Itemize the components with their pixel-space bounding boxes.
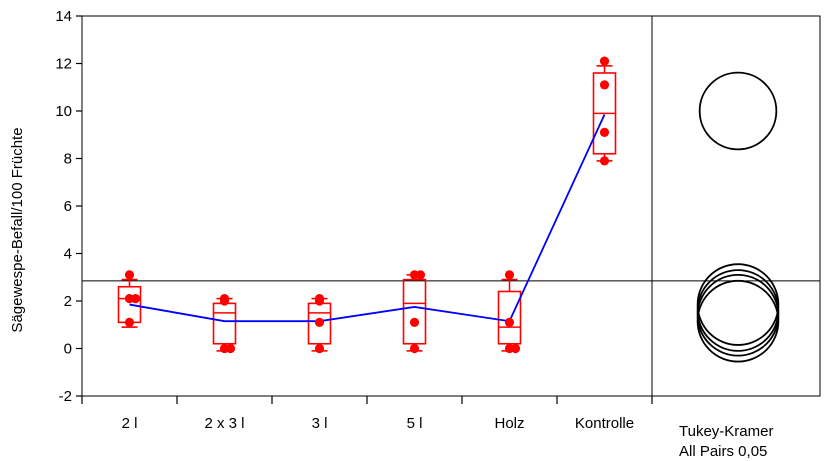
x-category-label: Kontrolle: [575, 415, 634, 432]
comparison-circle: [696, 273, 780, 357]
data-point: [314, 343, 325, 354]
x-category-label: 3 l: [312, 415, 328, 432]
test-label-line1: Tukey-Kramer: [679, 423, 773, 440]
data-point: [415, 270, 426, 280]
comparison-circle: [696, 263, 780, 346]
y-axis-title: Sägewespe-Befall/100 Früchte: [9, 127, 26, 332]
y-tick-label: 0: [64, 341, 72, 358]
y-tick-label: 2: [64, 293, 72, 310]
data-point: [124, 317, 135, 327]
comparison-circle: [696, 269, 780, 352]
data-point: [510, 343, 521, 354]
x-category-label: 2 l: [122, 415, 138, 432]
data-point: [504, 317, 515, 327]
y-tick-label: 12: [55, 56, 72, 73]
y-tick-label: -2: [59, 388, 72, 405]
data-point: [409, 317, 420, 327]
y-tick-label: 6: [64, 198, 72, 215]
box-iqr: [212, 302, 237, 345]
y-tick-label: 8: [64, 151, 72, 168]
data-point: [599, 127, 610, 137]
x-category-label: 5 l: [407, 415, 423, 432]
y-tick-label: 14: [55, 8, 72, 25]
box-iqr: [402, 278, 427, 345]
x-category-label: 2 x 3 l: [204, 415, 244, 432]
y-tick-label: 4: [64, 246, 72, 263]
data-point: [314, 296, 325, 306]
box-plots-layer: [117, 65, 617, 352]
box-plot: [402, 274, 427, 352]
box-iqr: [497, 290, 522, 345]
comparison-circles-layer: [696, 71, 780, 363]
x-category-label: Holz: [494, 415, 524, 432]
box-plot: [497, 278, 522, 352]
data-point: [314, 317, 325, 327]
data-point: [219, 296, 230, 306]
mean-line-layer: [129, 114, 606, 323]
test-label-line2: All Pairs 0,05: [679, 443, 767, 460]
data-point: [599, 80, 610, 90]
comparison-circle: [696, 279, 780, 363]
data-point: [599, 56, 610, 66]
data-point: [599, 156, 610, 166]
plot-area-border: [81, 15, 653, 397]
data-point: [130, 294, 141, 304]
data-point: [409, 343, 420, 354]
box-plot: [212, 297, 237, 352]
comparison-panel-border: [651, 15, 821, 397]
axes-layer: -2 0 2 4 6 8 10 12 14 2 l 2 x 3 l 3 l 5 l Holz Kontrol…: [55, 8, 653, 432]
data-points-layer: [124, 56, 610, 354]
data-point: [225, 343, 236, 354]
data-point: [124, 270, 135, 280]
box-plot: [592, 65, 617, 162]
data-point: [504, 270, 515, 280]
comparison-circle: [698, 71, 778, 151]
y-tick-label: 10: [55, 103, 72, 120]
means-line: [129, 114, 606, 323]
